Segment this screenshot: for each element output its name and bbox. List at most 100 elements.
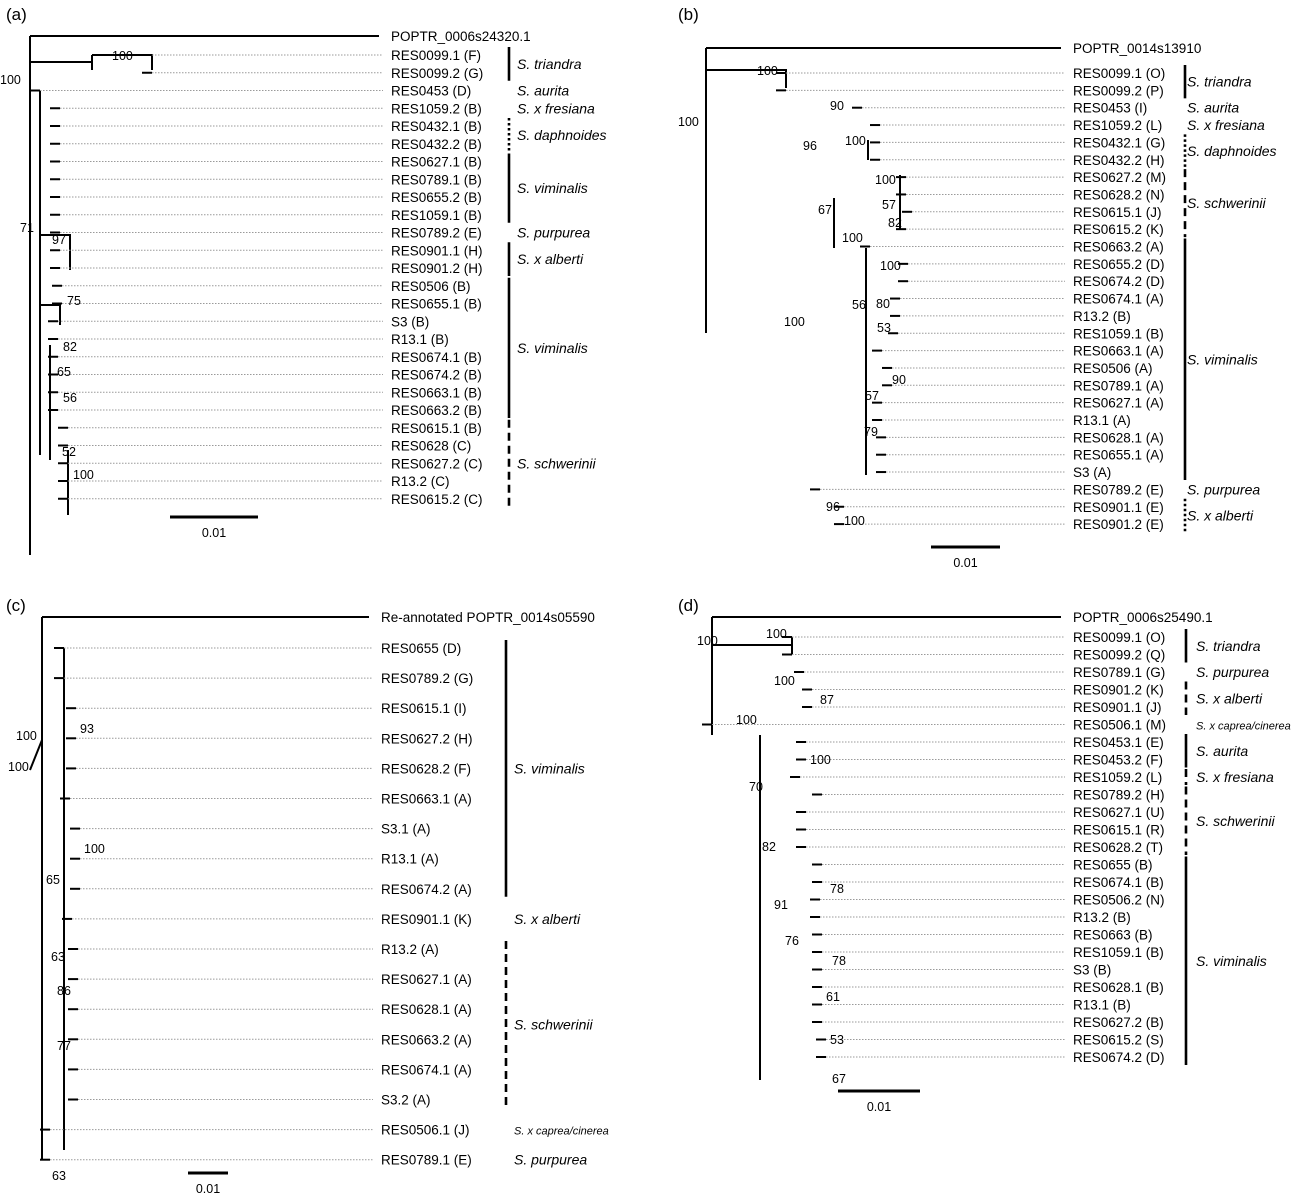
bootstrap-value: 100 — [678, 115, 699, 129]
bootstrap-value: 100 — [880, 259, 901, 273]
bootstrap-value: 57 — [882, 198, 896, 212]
bootstrap-value: 100 — [845, 134, 866, 148]
species-label: S. x fresiana — [517, 100, 595, 116]
bootstrap-value: 87 — [820, 693, 834, 707]
bootstrap-value: 65 — [46, 873, 60, 887]
species-label: S. x caprea/cinerea — [514, 1126, 609, 1138]
tip-label: RES0615.1 (J) — [1073, 205, 1162, 220]
tip-label: RES0506.2 (N) — [1073, 893, 1165, 908]
scale-bar-label: 0.01 — [202, 526, 226, 540]
tip-label: RES0674.1 (B) — [391, 350, 482, 365]
bootstrap-value: 63 — [51, 950, 65, 964]
bootstrap-value: 70 — [749, 780, 763, 794]
bootstrap-value: 71 — [20, 221, 34, 235]
tip-label: RES0099.1 (F) — [391, 48, 481, 63]
bootstrap-value: 56 — [852, 298, 866, 312]
tip-label: RES0674.2 (D) — [1073, 274, 1165, 289]
species-label: S. triandra — [1196, 638, 1261, 654]
tip-label: RES0674.1 (A) — [381, 1062, 472, 1077]
bootstrap-value: 91 — [774, 898, 788, 912]
tip-label: RES0655.2 (D) — [1073, 257, 1165, 272]
species-label: S. triandra — [1187, 74, 1252, 90]
tip-label: RES0674.2 (D) — [1073, 1050, 1165, 1065]
tip-label: RES0099.2 (G) — [391, 66, 483, 81]
tip-label: RES0901.1 (K) — [381, 912, 472, 927]
tip-label: RES0663.1 (A) — [381, 792, 472, 807]
tip-label: RES0627.1 (B) — [391, 155, 482, 170]
scale-bar-label: 0.01 — [953, 556, 977, 570]
bootstrap-value: 82 — [888, 216, 902, 230]
bootstrap-value: 97 — [52, 233, 66, 247]
bootstrap-value: 100 — [736, 713, 757, 727]
tip-label: RES0674.2 (B) — [391, 368, 482, 383]
tip-label: RES0453.2 (F) — [1073, 753, 1163, 768]
tip-label: RES0901.2 (K) — [1073, 683, 1164, 698]
bootstrap-value: 56 — [63, 391, 77, 405]
tip-label: RES0628.2 (T) — [1073, 840, 1163, 855]
species-label: S. purpurea — [1196, 664, 1269, 680]
tip-label: RES0628.2 (F) — [381, 761, 471, 776]
species-label: S. aurita — [517, 83, 569, 99]
tip-label: RES0099.2 (Q) — [1073, 648, 1165, 663]
bootstrap-value: 100 — [16, 729, 37, 743]
tip-label: RES0663.1 (A) — [1073, 344, 1164, 359]
tree-branch — [40, 234, 71, 270]
bootstrap-value: 67 — [818, 203, 832, 217]
species-label: S. purpurea — [517, 225, 590, 241]
tip-label: RES0627.2 (M) — [1073, 170, 1166, 185]
bootstrap-value: 57 — [865, 389, 879, 403]
bootstrap-value: 65 — [57, 365, 71, 379]
tip-label: RES0655 (D) — [381, 641, 461, 656]
tree-branch — [706, 69, 787, 88]
tree-branch — [30, 55, 93, 70]
tip-label: S3.1 (A) — [381, 822, 431, 837]
tip-label: RES0789.1 (G) — [1073, 665, 1165, 680]
tip-label: S3 (B) — [391, 314, 429, 329]
tree-panel-b: (b) POPTR_0014s13910 RES0099.1 (O) RES0099.… — [678, 5, 1277, 570]
tip-label: S3 (B) — [1073, 963, 1111, 978]
bootstrap-value: 79 — [864, 425, 878, 439]
bootstrap-value: 78 — [832, 954, 846, 968]
tip-label: RES1059.2 (L) — [1073, 118, 1162, 133]
panel-label: (c) — [6, 596, 26, 615]
tip-label: RES0615.1 (R) — [1073, 823, 1165, 838]
tip-label: RES1059.1 (B) — [1073, 326, 1164, 341]
species-label: S. daphnoides — [1187, 143, 1277, 159]
tree-branch — [40, 304, 61, 325]
panel-label: (a) — [6, 5, 27, 24]
tip-label: R13.2 (C) — [391, 474, 450, 489]
species-label: S. x alberti — [514, 911, 581, 927]
bootstrap-value: 53 — [830, 1033, 844, 1047]
tip-label: RES0901.1 (H) — [391, 243, 483, 258]
tip-label: RES0663.2 (B) — [391, 403, 482, 418]
bootstrap-value: 100 — [84, 842, 105, 856]
tip-label: RES0615.1 (B) — [391, 421, 482, 436]
bootstrap-value: 100 — [784, 315, 805, 329]
tip-label: R13.2 (A) — [381, 942, 439, 957]
tip-label: RES0628.1 (A) — [381, 1002, 472, 1017]
species-label: S. schwerinii — [514, 1016, 593, 1032]
bootstrap-value: 86 — [57, 984, 71, 998]
tip-label: RES0615.2 (K) — [1073, 222, 1164, 237]
species-label: S. x alberti — [517, 251, 584, 267]
tip-label: RES0506.1 (J) — [381, 1123, 470, 1138]
bootstrap-value: 100 — [774, 674, 795, 688]
tip-label: RES0789.1 (A) — [1073, 378, 1164, 393]
tip-label: RES0901.2 (H) — [391, 261, 483, 276]
bootstrap-value: 75 — [67, 294, 81, 308]
bootstrap-value: 90 — [830, 99, 844, 113]
tip-label: RES0627.2 (H) — [381, 731, 473, 746]
outgroup-label: POPTR_0014s13910 — [1073, 41, 1201, 56]
species-label: S. viminalis — [514, 760, 585, 776]
bootstrap-value: 100 — [875, 173, 896, 187]
tip-label: RES0789.2 (G) — [381, 671, 473, 686]
tip-label: RES0615.2 (S) — [1073, 1033, 1164, 1048]
bootstrap-value: 100 — [697, 634, 718, 648]
panel-label: (b) — [678, 5, 699, 24]
species-label: S. viminalis — [517, 180, 588, 196]
tip-label: RES0655.1 (A) — [1073, 448, 1164, 463]
species-label: S. aurita — [1196, 743, 1248, 759]
tip-label: RES0789.1 (B) — [391, 172, 482, 187]
tip-label: S3.2 (A) — [381, 1093, 431, 1108]
